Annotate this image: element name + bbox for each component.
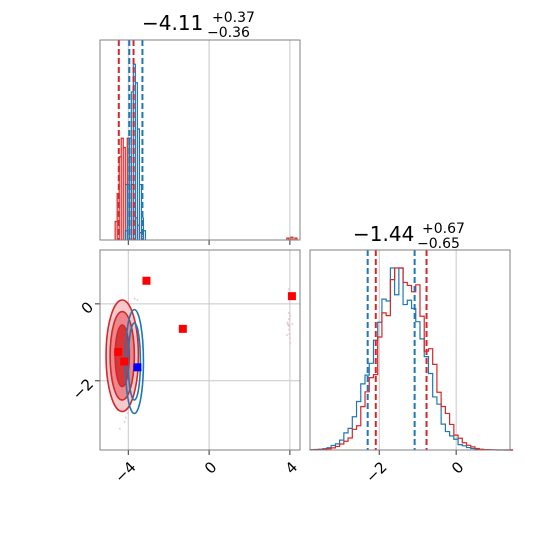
y-tick-labels: 0 −2	[69, 298, 97, 403]
sample-point	[288, 337, 291, 340]
title-minus: −0.36	[207, 25, 250, 41]
y-tick-label: −2	[69, 375, 97, 403]
histogram-step	[309, 267, 514, 451]
x-tick-label: 0	[448, 458, 467, 477]
title-plus: +0.37	[212, 10, 255, 26]
x-tick-label: −4	[111, 458, 139, 486]
sample-point	[124, 416, 127, 419]
title-median: −4.11	[142, 11, 203, 35]
quantile-lines	[366, 250, 428, 450]
marker-point	[142, 276, 151, 285]
scatter-points	[114, 276, 296, 372]
histogram-step	[124, 63, 147, 240]
marker-point	[178, 324, 187, 333]
sample-point	[289, 314, 292, 317]
grid-lines	[127, 40, 291, 245]
marker-point	[133, 363, 142, 372]
title-median: −1.44	[353, 222, 414, 246]
x-tick-labels: −2 0	[362, 458, 467, 486]
joint-scatter-panel: −4 0 4 0 −2	[69, 249, 301, 486]
x-tick-label: 4	[282, 458, 301, 477]
sample-point	[285, 334, 288, 337]
marker-point	[120, 357, 129, 366]
y-tick-label: 0	[78, 298, 97, 317]
sample-point	[286, 322, 289, 325]
marginal-histogram-param-2: −2 0 −1.44 +0.67 −0.65	[309, 221, 514, 486]
contour-level	[127, 322, 142, 401]
x-tick-labels: −4 0 4	[111, 458, 301, 486]
density-contours	[105, 288, 294, 430]
title-minus: −0.65	[417, 236, 460, 252]
sample-point	[133, 297, 136, 300]
x-tick-label: 0	[201, 458, 220, 477]
quantile-lines	[117, 40, 144, 240]
title-plus: +0.67	[422, 221, 465, 237]
histogram-series	[309, 267, 514, 451]
grid-lines	[378, 250, 457, 455]
sample-point	[287, 318, 290, 321]
sample-point	[289, 341, 292, 344]
marker-point	[114, 347, 123, 356]
axes-frame	[99, 249, 301, 451]
histogram-step	[309, 267, 514, 451]
marker-point	[287, 292, 296, 301]
sample-point	[126, 412, 129, 415]
x-tick-label: −2	[362, 458, 390, 486]
sample-point	[287, 288, 290, 291]
sample-point	[123, 420, 126, 423]
marginal-histogram-param-1: −4.11 +0.37 −0.36	[99, 10, 301, 245]
axes-frame	[99, 39, 301, 241]
sample-point	[288, 328, 291, 331]
sample-point	[291, 322, 294, 325]
axes-frame	[309, 249, 511, 451]
sample-point	[288, 332, 291, 335]
sample-point	[287, 311, 290, 314]
sample-point	[118, 427, 121, 430]
sample-point	[136, 298, 139, 301]
